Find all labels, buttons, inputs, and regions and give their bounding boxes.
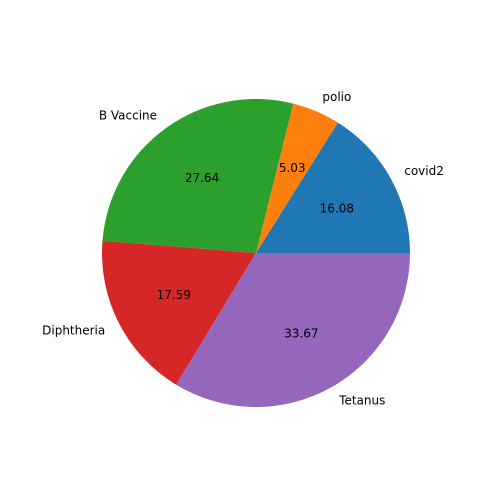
pie-category-label-tetanus: Tetanus: [338, 394, 385, 408]
pie-slice-covid2: [256, 122, 410, 253]
pie-category-label-diphtheria: Diphtheria: [42, 323, 105, 337]
pie-value-label-diphtheria: 17.59: [157, 288, 191, 302]
pie-value-label-covid2: 16.08: [320, 201, 354, 215]
slices-layer: [102, 98, 410, 408]
labels-layer: covid2 polio B Vaccine Diphtheria Tetanus: [42, 90, 444, 407]
pie-category-label-covid2: covid2: [404, 164, 444, 178]
pie-value-label-tetanus: 33.67: [284, 327, 318, 341]
pie-slice-polio: [256, 103, 338, 253]
pie-category-label-polio: polio: [322, 90, 351, 104]
pie-category-label-b-vaccine: B Vaccine: [99, 108, 157, 122]
pie-slice-b-vaccine: [102, 98, 294, 254]
pie-slice-diphtheria: [102, 240, 256, 385]
pie-value-label-polio: 5.03: [279, 161, 306, 175]
pie-slice-tetanus: [176, 253, 410, 408]
values-layer: 16.08 5.03 27.64 17.59 33.67: [157, 161, 354, 341]
pie-value-label-b-vaccine: 27.64: [185, 171, 219, 185]
